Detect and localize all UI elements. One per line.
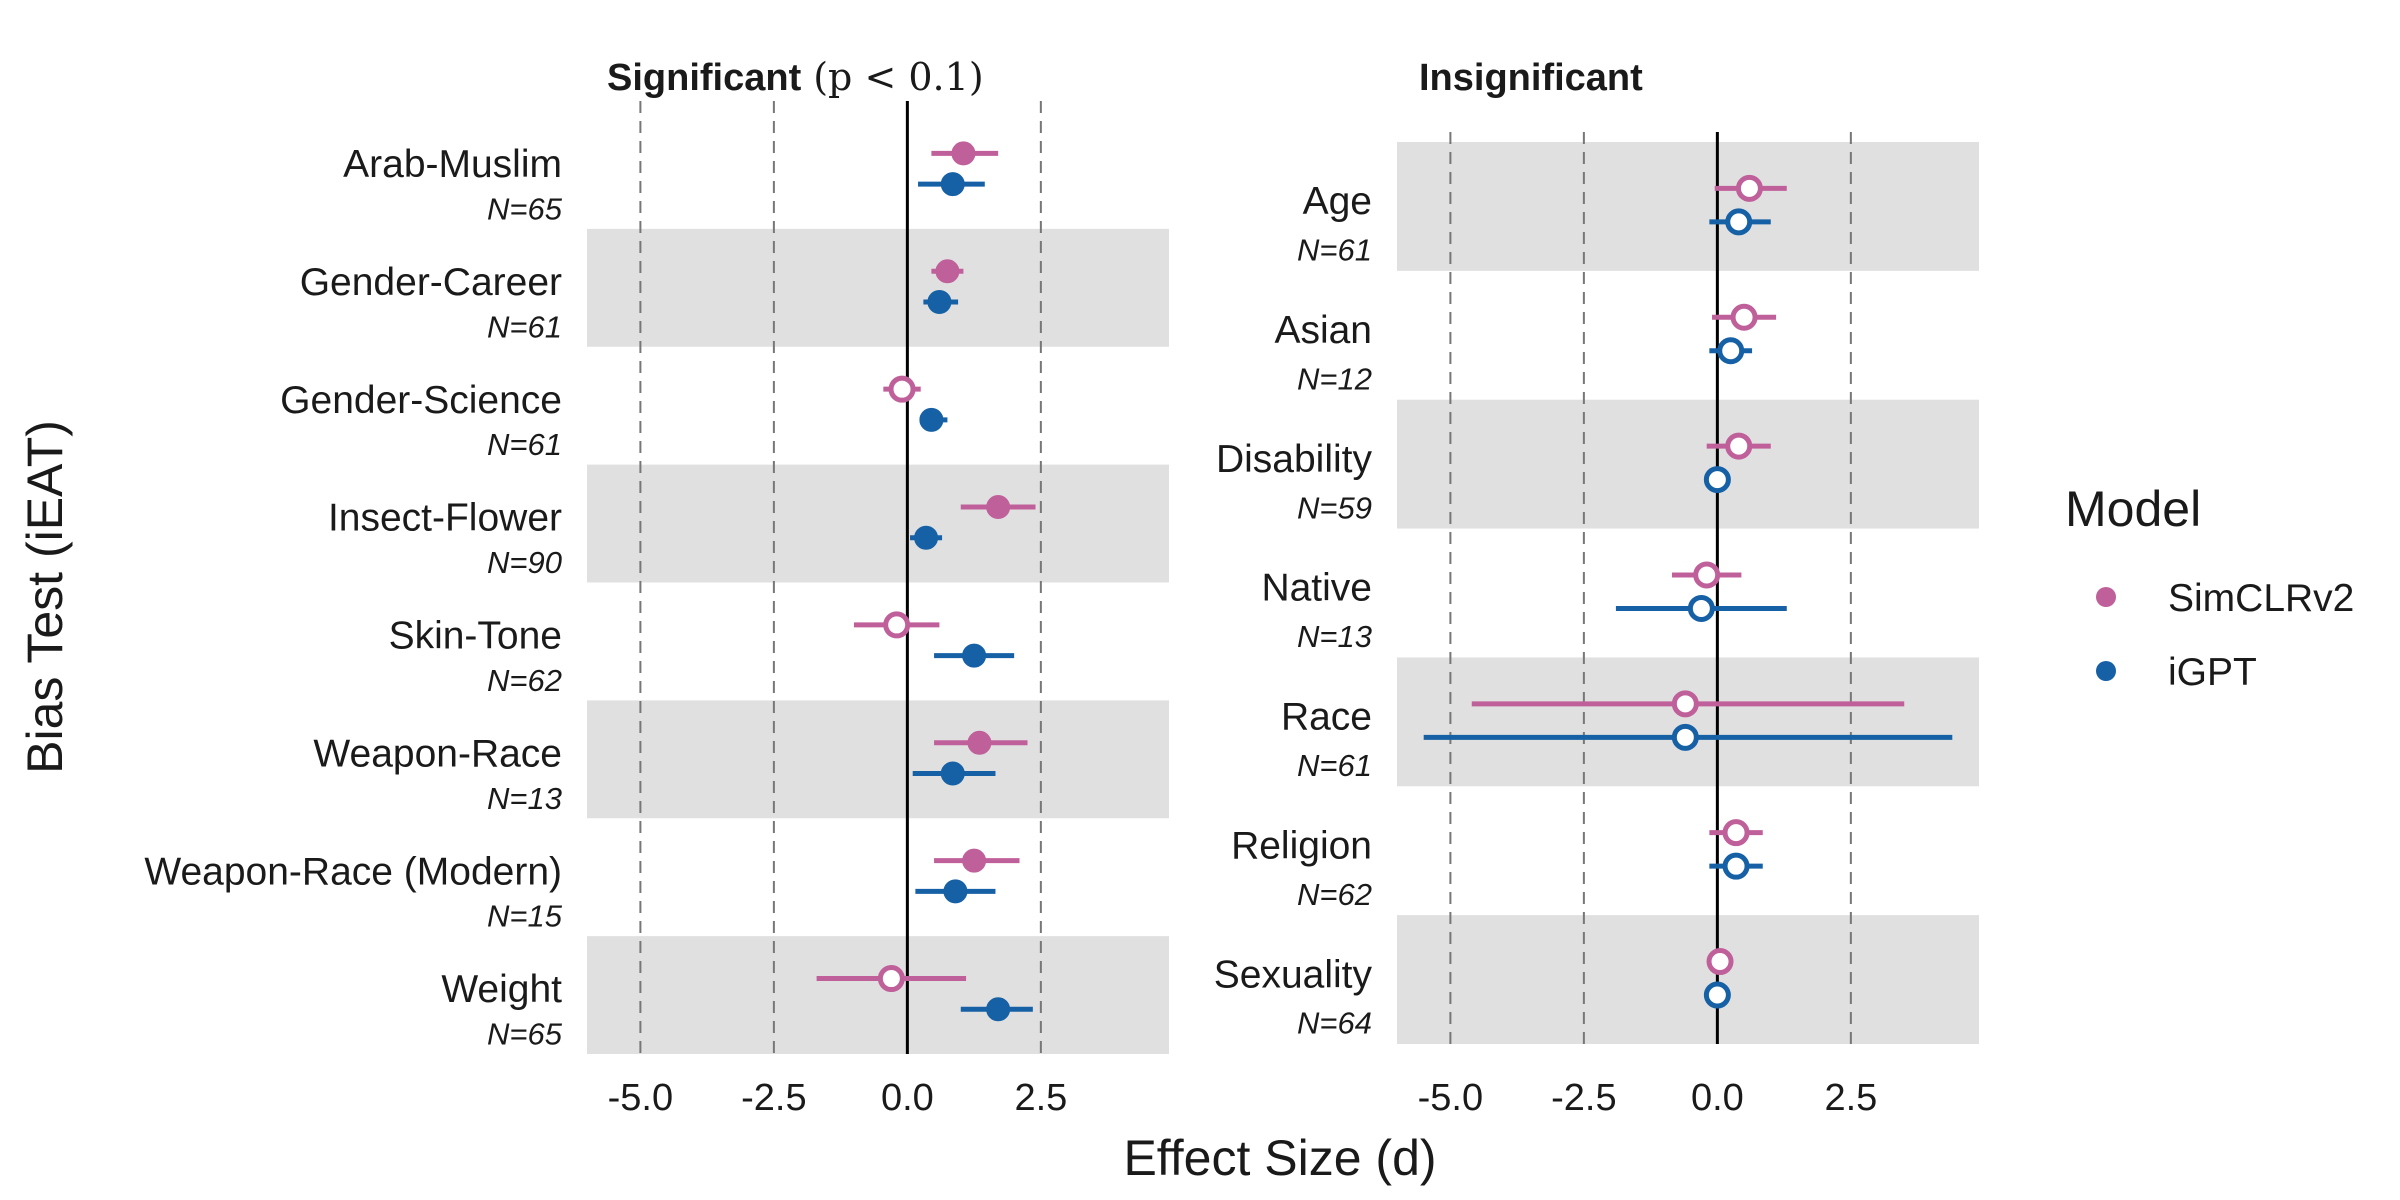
legend: Model SimCLRv2 iGPT: [2065, 481, 2354, 694]
point-igpt-age: [1725, 208, 1753, 236]
row-n-asian: N=12: [1297, 361, 1372, 396]
legend-label-igpt: iGPT: [2168, 651, 2257, 694]
row-label-religion: Religion: [1231, 824, 1372, 867]
point-igpt-race: [1671, 723, 1699, 751]
row-n-arab-muslim: N=65: [487, 191, 563, 226]
point-igpt-skin-tone: [962, 643, 987, 668]
x-tick-label: 2.5: [1014, 1077, 1067, 1119]
x-tick-label: -2.5: [1551, 1077, 1616, 1119]
row-label-skin-tone: Skin-Tone: [389, 615, 562, 658]
point-simclrv2-gender-career: [935, 259, 960, 284]
point-simclrv2-native: [1693, 561, 1721, 589]
x-tick-label: 0.0: [1691, 1077, 1744, 1119]
row-label-native: Native: [1261, 567, 1372, 610]
point-igpt-weapon-race: [940, 761, 965, 786]
row-label-disability: Disability: [1216, 438, 1373, 481]
row-label-race: Race: [1281, 696, 1372, 739]
row-label-gender-career: Gender-Career: [300, 261, 562, 304]
point-simclrv2-race: [1671, 690, 1699, 718]
point-simclrv2-asian: [1730, 303, 1758, 331]
point-simclrv2-disability: [1725, 432, 1753, 460]
row-n-religion: N=62: [1297, 877, 1372, 912]
row-n-weapon-race-modern: N=15: [487, 899, 563, 934]
row-label-weapon-race: Weapon-Race: [313, 732, 562, 775]
point-simclrv2-sexuality: [1706, 948, 1734, 976]
y-axis-label: Bias Test (iEAT): [17, 420, 73, 774]
row-n-gender-career: N=61: [487, 309, 562, 344]
panels: -5.0 -2.5 0.0 2.5 Significant (p < 0.1) Arab-M…: [144, 55, 1979, 1119]
point-simclrv2-gender-science: [888, 375, 916, 403]
x-axis-label: Effect Size (d): [1123, 1130, 1436, 1186]
row-n-skin-tone: N=62: [487, 663, 562, 698]
point-igpt-disability: [1703, 466, 1731, 494]
row-n-race: N=61: [1297, 748, 1372, 783]
point-igpt-sexuality: [1703, 981, 1731, 1009]
legend-label-simclrv2: SimCLRv2: [2168, 577, 2354, 620]
legend-title: Model: [2065, 481, 2201, 537]
point-simclrv2-insect-flower: [986, 495, 1011, 520]
point-igpt-native: [1687, 594, 1715, 622]
row-band-weight: [587, 936, 1169, 1054]
row-band-age: [1397, 142, 1979, 271]
row-band-weapon-race: [587, 700, 1169, 819]
point-simclrv2-weight: [877, 965, 905, 993]
point-simclrv2-weapon-race: [967, 730, 992, 755]
point-igpt-weight: [986, 997, 1011, 1022]
row-n-insect-flower: N=90: [487, 545, 562, 580]
point-igpt-religion: [1722, 852, 1750, 880]
legend-key-simclrv2: [2096, 587, 2116, 607]
row-label-gender-science: Gender-Science: [280, 379, 562, 422]
panel-insignificant: -5.0 -2.5 0.0 2.5 Insignificant Age N=61 Asian N…: [1214, 57, 1979, 1119]
point-igpt-asian: [1717, 337, 1745, 365]
point-simclrv2-age: [1735, 174, 1763, 202]
point-igpt-insect-flower: [914, 525, 939, 550]
x-tick-label: 2.5: [1824, 1077, 1877, 1119]
row-band-disability: [1397, 399, 1979, 529]
x-tick-label: -5.0: [1418, 1077, 1483, 1119]
x-tick-label: -2.5: [741, 1077, 806, 1119]
row-label-insect-flower: Insect-Flower: [328, 497, 562, 540]
row-band-sexuality: [1397, 915, 1979, 1044]
x-tick-label: 0.0: [881, 1077, 934, 1119]
point-simclrv2-skin-tone: [883, 611, 911, 639]
row-label-weight: Weight: [441, 968, 562, 1011]
row-label-sexuality: Sexuality: [1214, 953, 1373, 996]
point-igpt-gender-science: [919, 407, 944, 432]
legend-key-igpt: [2096, 661, 2116, 681]
point-simclrv2-religion: [1722, 819, 1750, 847]
row-n-sexuality: N=64: [1297, 1006, 1372, 1041]
row-band-gender-career: [587, 228, 1169, 347]
row-label-arab-muslim: Arab-Muslim: [343, 143, 562, 186]
row-n-weight: N=65: [487, 1017, 563, 1052]
point-igpt-weapon-race-modern: [943, 879, 968, 904]
row-n-disability: N=59: [1297, 490, 1372, 525]
panel-title: Insignificant: [1419, 57, 1643, 99]
panel-title: Significant (p < 0.1): [607, 55, 984, 99]
row-band-race: [1397, 657, 1979, 787]
row-band-insect-flower: [587, 464, 1169, 583]
point-igpt-arab-muslim: [940, 172, 965, 197]
row-label-weapon-race-modern: Weapon-Race (Modern): [144, 850, 562, 893]
row-n-native: N=13: [1297, 619, 1372, 654]
panel-significant: -5.0 -2.5 0.0 2.5 Significant (p < 0.1) Arab-M…: [144, 55, 1169, 1119]
row-label-asian: Asian: [1274, 309, 1372, 352]
row-n-age: N=61: [1297, 233, 1372, 268]
point-igpt-gender-career: [927, 289, 952, 314]
x-tick-label: -5.0: [608, 1077, 673, 1119]
row-n-weapon-race: N=13: [487, 781, 562, 816]
row-label-age: Age: [1303, 180, 1372, 223]
point-simclrv2-weapon-race-modern: [962, 848, 987, 873]
row-n-gender-science: N=61: [487, 427, 562, 462]
point-simclrv2-arab-muslim: [951, 141, 976, 166]
